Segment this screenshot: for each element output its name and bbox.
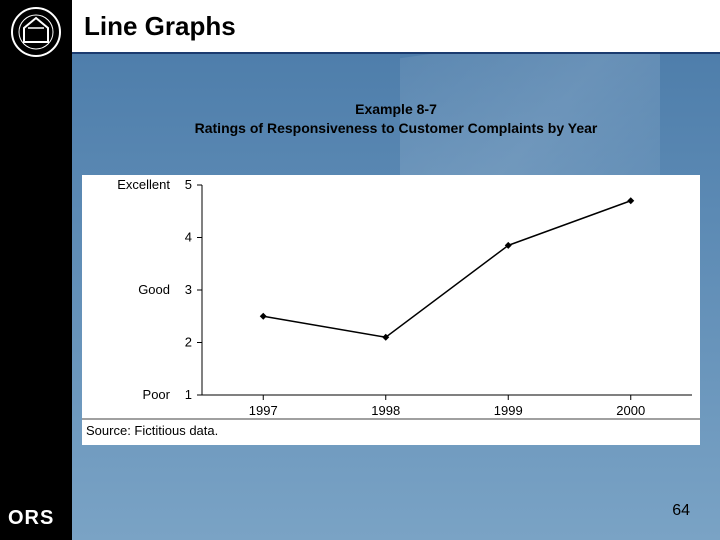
svg-text:Poor: Poor [143,387,171,402]
slide: ORS Line Graphs Example 8-7 Ratings of R… [0,0,720,540]
subtitle-line-2: Ratings of Responsiveness to Customer Co… [72,119,720,138]
left-rail: ORS [0,0,72,540]
page-title: Line Graphs [84,11,236,42]
nih-seal-icon [10,6,62,58]
svg-text:4: 4 [185,230,192,245]
svg-text:Excellent: Excellent [117,177,170,192]
svg-text:1: 1 [185,387,192,402]
subtitle-line-1: Example 8-7 [72,100,720,119]
title-bar: Line Graphs [72,0,720,54]
svg-text:1998: 1998 [371,403,400,418]
svg-text:3: 3 [185,282,192,297]
svg-text:1999: 1999 [494,403,523,418]
svg-text:5: 5 [185,177,192,192]
chart-container: 1 2 3 4 5 Excellent Good Poor 1997 1998 1999 2000 So… [82,175,700,445]
svg-text:1997: 1997 [249,403,278,418]
svg-text:Source: Fictitious data.: Source: Fictitious data. [86,423,218,438]
svg-text:2: 2 [185,335,192,350]
subtitle: Example 8-7 Ratings of Responsiveness to… [72,100,720,138]
svg-text:2000: 2000 [616,403,645,418]
svg-text:Good: Good [138,282,170,297]
ors-logo: ORS [8,507,54,530]
page-number: 64 [672,502,690,520]
line-chart: 1 2 3 4 5 Excellent Good Poor 1997 1998 1999 2000 So… [82,175,700,445]
